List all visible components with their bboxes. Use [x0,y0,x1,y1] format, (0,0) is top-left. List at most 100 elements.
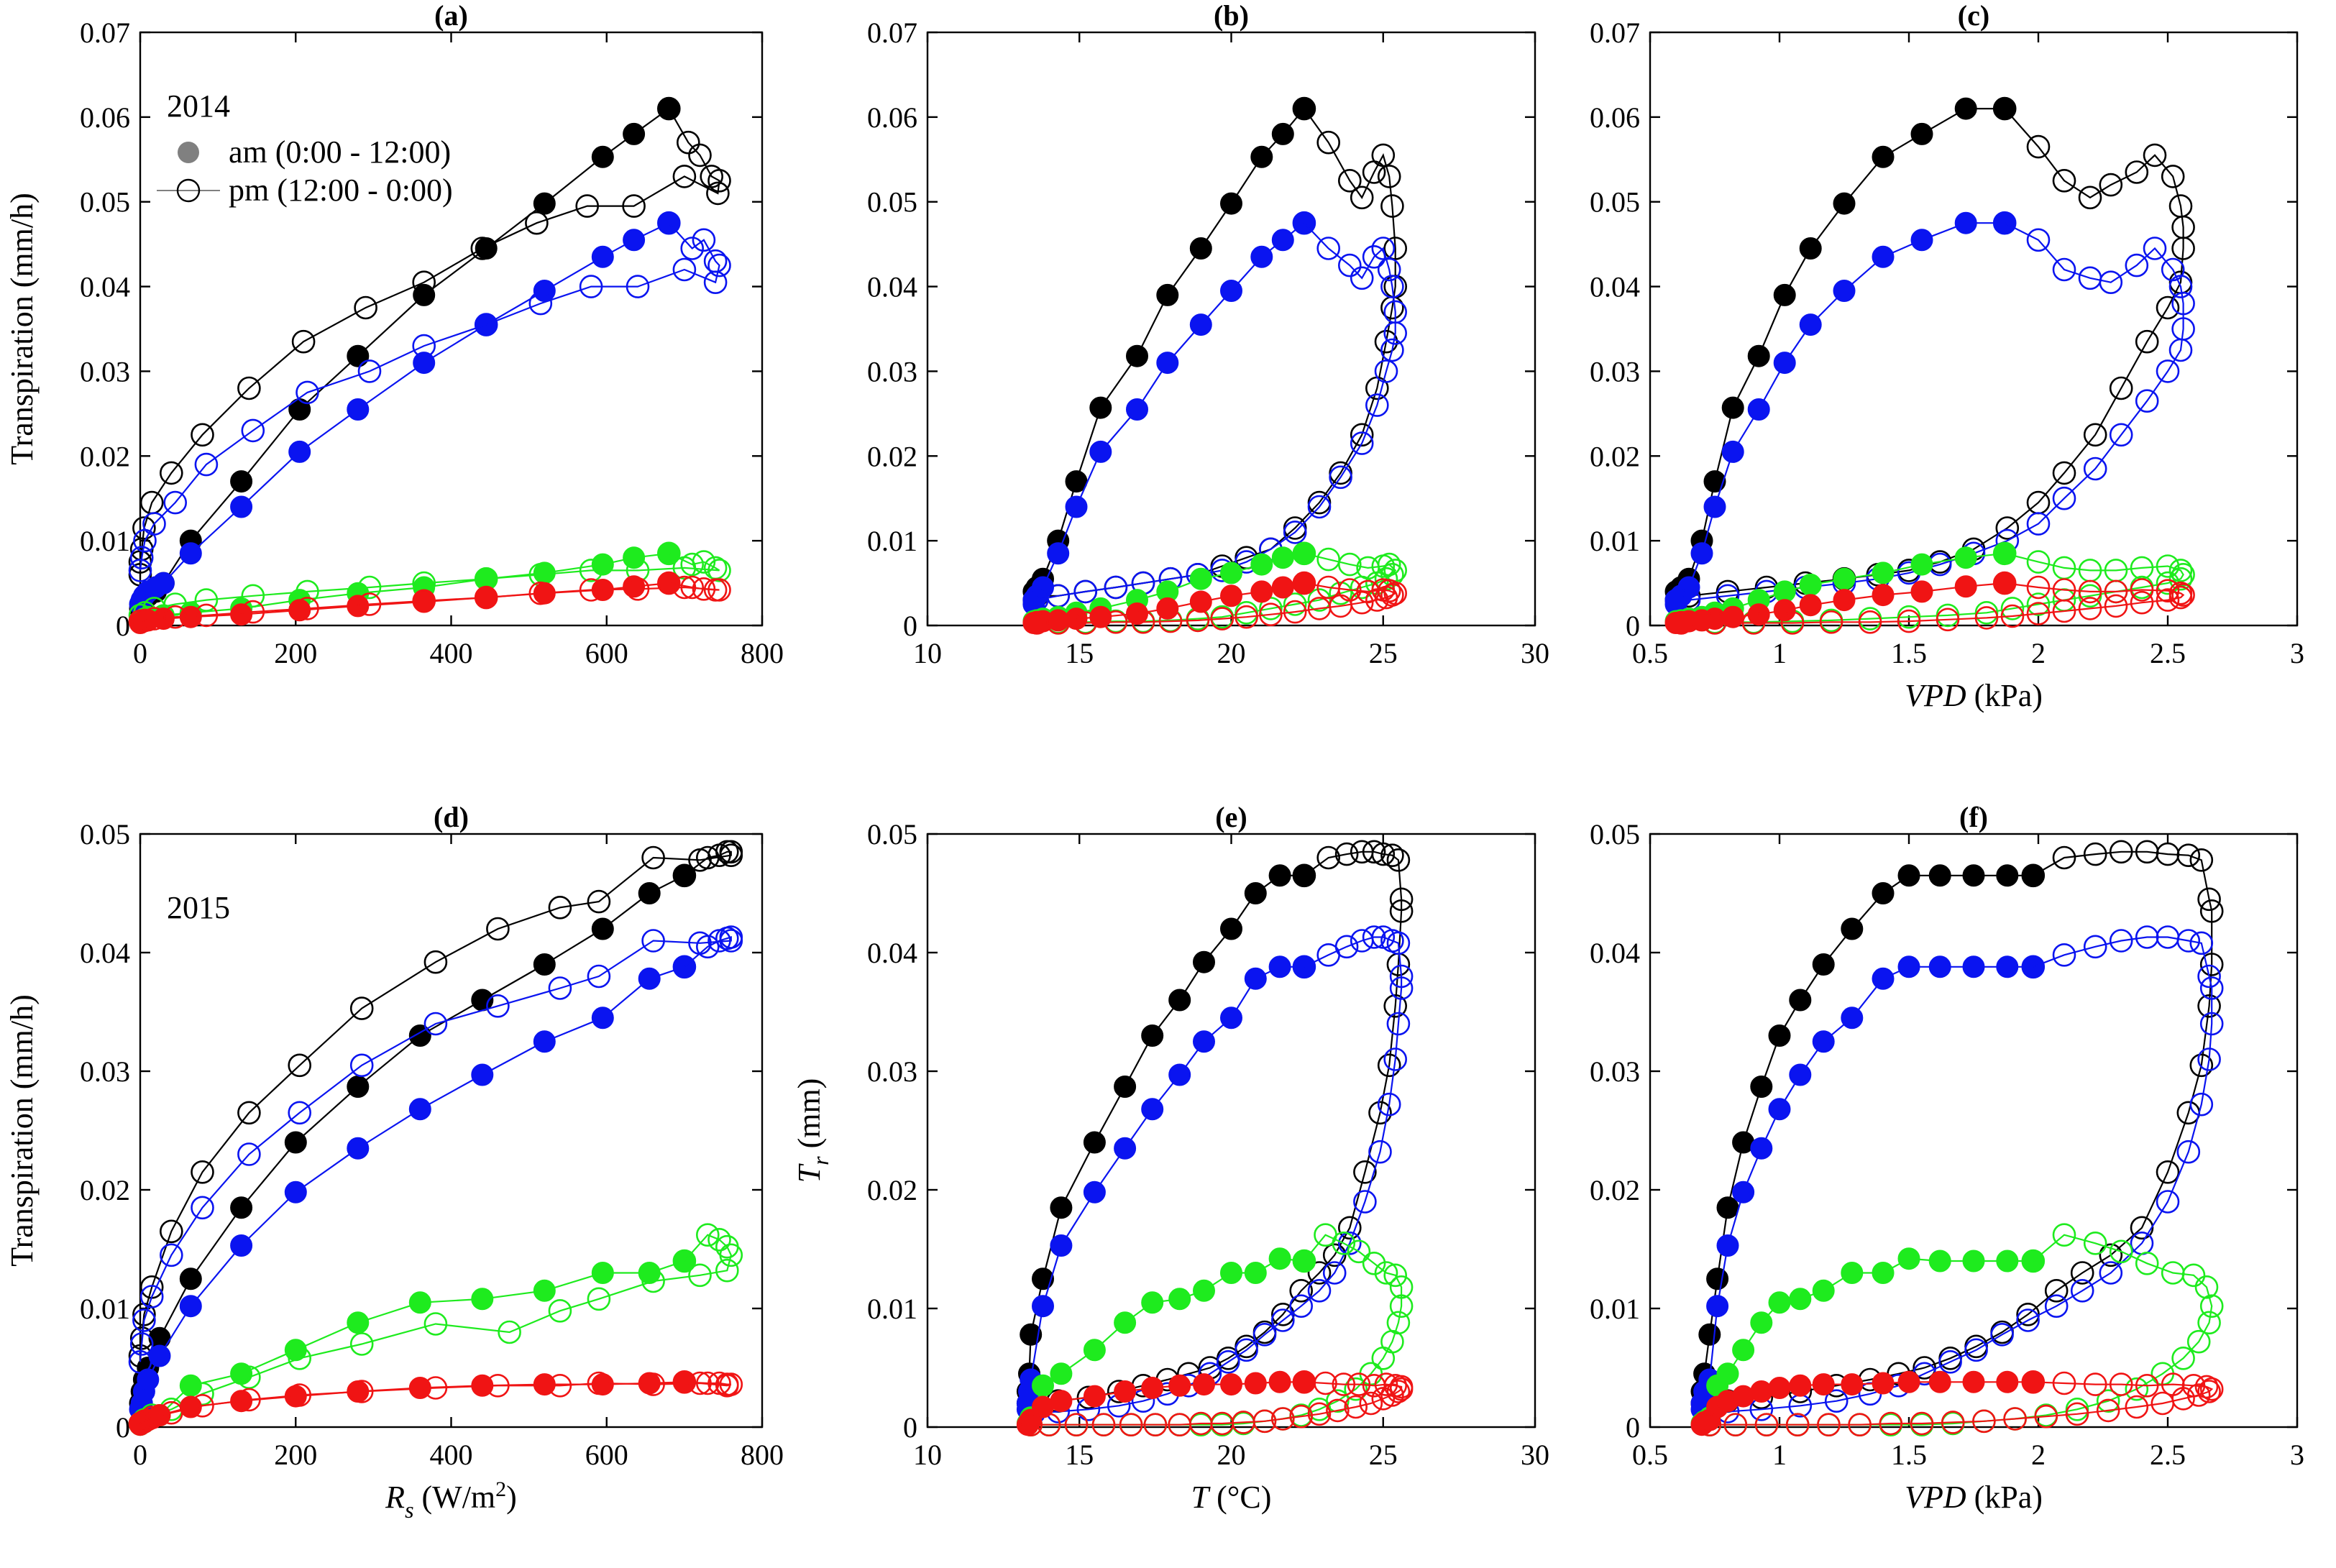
data-point [1268,864,1291,887]
data-point [288,398,311,421]
data-point [152,572,175,595]
y-tick-label: 0.05 [80,818,130,851]
data-point [1848,1413,1872,1436]
data-point [1928,955,1951,978]
data-point [1126,398,1148,421]
data-point [1307,1261,1332,1285]
data-point [288,440,311,463]
data-point [1368,1101,1392,1125]
data-point [719,929,743,953]
data-point [1220,1007,1242,1030]
data-point [2000,604,2025,628]
data-point [1817,1413,1841,1436]
data-point [2083,457,2107,481]
data-point [2189,931,2214,955]
data-point [623,122,646,145]
x-tick-label: 20 [1217,637,1246,669]
data-point [1789,1288,1812,1311]
data-point [2099,1243,2123,1267]
data-point [688,848,712,872]
data-point [1747,398,1770,421]
data-point [2176,843,2201,867]
x-tick-label: 0 [133,1439,147,1471]
data-point [2021,863,2046,888]
data-point [2096,1389,2120,1413]
y-tick-label: 0.03 [867,355,917,388]
data-point [1350,423,1374,447]
data-point [288,1383,312,1407]
data-point [1064,1413,1089,1436]
data-point [1910,229,1933,252]
data-point [241,584,265,608]
axes-frame [139,833,764,1429]
data-point [2070,1279,2094,1303]
data-point [1271,122,1294,145]
data-point [2044,1279,2069,1303]
x-tick-label: 800 [741,1439,784,1471]
data-point [1353,1160,1377,1184]
data-point [2099,270,2123,295]
data-point [349,1380,374,1403]
data-point [2199,899,2224,923]
data-point [1168,1063,1191,1086]
data-point [347,1076,370,1098]
y-tick-label: 0 [1626,610,1640,642]
data-point [1841,917,1864,940]
data-point [241,418,265,443]
panel-title: (d) [434,801,469,833]
data-point [1872,145,1895,168]
data-point [1910,122,1933,145]
data-point [2109,376,2133,400]
data-point [2176,929,2201,953]
data-point [1897,609,1921,633]
data-point [672,1370,697,1394]
data-point [1995,516,2020,540]
series-black-pm [128,840,743,1368]
data-point [2197,964,2221,989]
x-tick-label: 25 [1369,1439,1398,1471]
data-point [1371,143,1396,168]
data-point [2052,486,2076,510]
data-point [1316,237,1340,260]
data-point [357,592,382,616]
x-axis-label-var: VPD [1905,1480,1966,1515]
x-axis-label-unit: (W/m [414,1480,496,1515]
data-point [1292,541,1316,566]
data-point [1872,1372,1895,1395]
data-point [1386,848,1411,872]
data-point [2104,594,2128,618]
data-point [1698,1323,1721,1346]
x-axis-label-sup: 2 [495,1477,506,1501]
data-point [2135,1252,2159,1275]
data-point [676,130,700,155]
data-point [1962,864,1985,887]
data-point [1897,864,1920,887]
data-point [2171,1347,2195,1370]
panel-d: 0 200 400 600 800 0 0.01 0.02 0.03 0.04 0.05 (d) Tra… [4,801,784,1523]
data-point [692,577,716,601]
y-axis-label-unit: (mm) [792,1078,827,1157]
data-point [1307,495,1332,519]
series-red-pm [1698,1370,2224,1436]
data-point [1374,585,1398,610]
legend-pm-marker [176,178,201,203]
data-point [1292,96,1316,121]
data-point [1268,955,1291,978]
data-point [1872,967,1895,990]
data-point [1773,283,1796,306]
data-point [1841,1007,1864,1030]
x-tick-label: 2.5 [2150,637,2186,669]
data-point [1193,950,1215,973]
data-point [2026,550,2051,574]
data-point [2021,1370,2046,1394]
data-point [2171,291,2195,316]
data-point [622,194,646,218]
data-point [533,1030,556,1053]
data-point [1872,561,1895,584]
data-point [2143,237,2167,260]
data-point [2026,512,2051,536]
data-point [591,1262,614,1284]
y-tick-label: 0.05 [1590,818,1640,851]
data-point [1879,1411,1903,1436]
data-point [2171,237,2195,260]
